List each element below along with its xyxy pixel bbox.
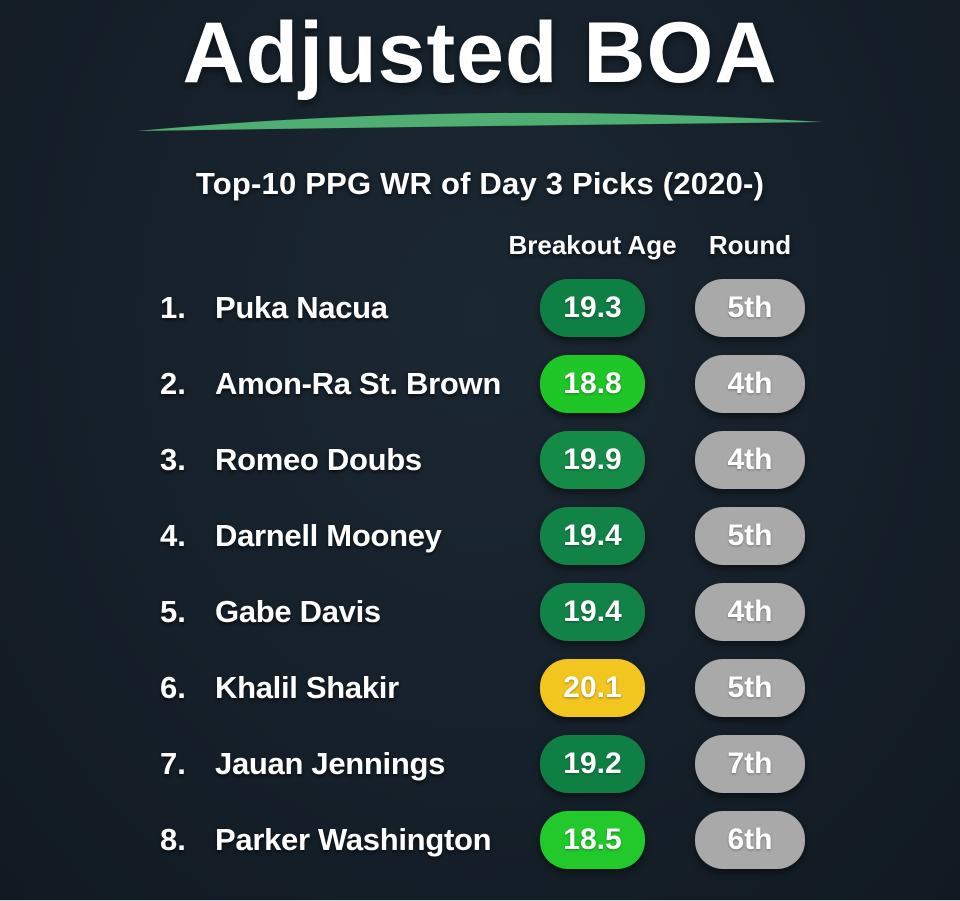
breakout-age-pill: 19.4	[540, 583, 645, 642]
table-row: 6. Khalil Shakir 20.1 5th	[160, 650, 805, 726]
round-pill: 4th	[695, 431, 805, 490]
rank-label: 3.	[160, 442, 186, 478]
green-swoosh-divider	[137, 113, 823, 132]
rank-label: 2.	[160, 366, 186, 402]
player-name: Puka Nacua	[215, 290, 388, 326]
table-row: 5. Gabe Davis 19.4 4th	[160, 574, 805, 650]
rank-label: 5.	[160, 594, 186, 630]
rank-label: 7.	[160, 746, 186, 782]
breakout-age-pill: 20.1	[540, 659, 645, 718]
column-header-breakout-age: Breakout Age	[508, 229, 677, 260]
table-row: 1. Puka Nacua 19.3 5th	[160, 270, 805, 346]
round-pill: 4th	[695, 583, 805, 642]
table-row: 2. Amon-Ra St. Brown 18.8 4th	[160, 346, 805, 422]
player-name: Gabe Davis	[215, 594, 381, 630]
page-title: Adjusted BOA	[182, 5, 778, 101]
breakout-age-pill: 19.3	[540, 279, 645, 338]
round-pill: 5th	[695, 659, 805, 718]
round-pill: 4th	[695, 355, 805, 414]
table-row: 8. Parker Washington 18.5 6th	[160, 802, 805, 878]
breakout-age-pill: 18.5	[540, 811, 645, 870]
chart-subtitle: Top-10 PPG WR of Day 3 Picks (2020-)	[195, 166, 765, 202]
breakout-age-pill: 19.9	[540, 431, 645, 490]
swoosh-shape	[137, 113, 823, 132]
table-row: 3. Romeo Doubs 19.9 4th	[160, 422, 805, 498]
player-name: Amon-Ra St. Brown	[215, 366, 501, 402]
player-name: Romeo Doubs	[215, 442, 422, 478]
breakout-age-pill: 18.8	[540, 355, 645, 414]
rank-label: 6.	[160, 670, 186, 706]
player-name: Parker Washington	[215, 822, 492, 858]
round-pill: 6th	[695, 811, 805, 870]
round-pill: 5th	[695, 279, 805, 338]
table-row: 4. Darnell Mooney 19.4 5th	[160, 498, 805, 574]
rank-label: 8.	[160, 822, 186, 858]
round-pill: 5th	[695, 507, 805, 566]
player-name: Darnell Mooney	[215, 518, 442, 554]
breakout-age-pill: 19.2	[540, 735, 645, 794]
column-header-round: Round	[708, 229, 792, 260]
round-pill: 7th	[695, 735, 805, 794]
table-header-row: Breakout Age Round	[160, 228, 805, 262]
table-row: 7. Jauan Jennings 19.2 7th	[160, 726, 805, 802]
player-name: Khalil Shakir	[215, 670, 399, 706]
rank-label: 4.	[160, 518, 186, 554]
player-name: Jauan Jennings	[215, 746, 446, 782]
breakout-age-pill: 19.4	[540, 507, 645, 566]
players-table: Breakout Age Round 1. Puka Nacua 19.3 5t…	[0, 228, 960, 878]
rank-label: 1.	[160, 290, 186, 326]
